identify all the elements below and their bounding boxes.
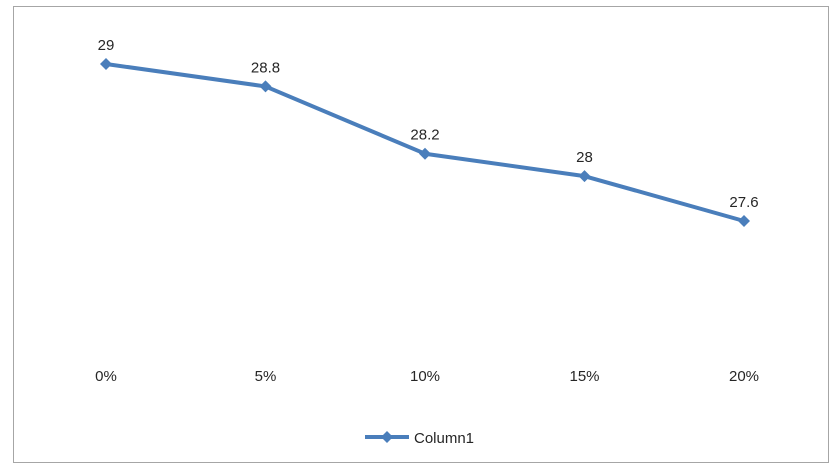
chart-frame xyxy=(13,6,829,463)
x-tick-label: 10% xyxy=(410,368,440,385)
data-point-marker xyxy=(259,80,272,93)
x-tick-label: 5% xyxy=(255,368,277,385)
markers-layer xyxy=(100,58,750,227)
data-label: 28 xyxy=(576,149,593,166)
data-label: 29 xyxy=(98,37,115,54)
data-label: 28.2 xyxy=(410,127,439,144)
data-labels-layer: 29 28.8 28.2 28 27.6 xyxy=(98,37,759,211)
data-point-marker xyxy=(738,215,750,227)
legend-diamond-marker xyxy=(381,431,393,443)
data-point-marker xyxy=(419,147,431,160)
data-point-marker xyxy=(578,170,591,183)
x-axis-tick-labels: 0% 5% 10% 15% 20% xyxy=(95,368,759,385)
x-tick-label: 15% xyxy=(569,368,599,385)
legend: Column1 xyxy=(365,430,474,447)
legend-label-column1: Column1 xyxy=(414,430,474,447)
data-label: 28.8 xyxy=(251,59,280,76)
x-tick-label: 0% xyxy=(95,368,117,385)
x-tick-label: 20% xyxy=(729,368,759,385)
data-label: 27.6 xyxy=(729,194,758,211)
data-point-marker xyxy=(100,58,112,70)
